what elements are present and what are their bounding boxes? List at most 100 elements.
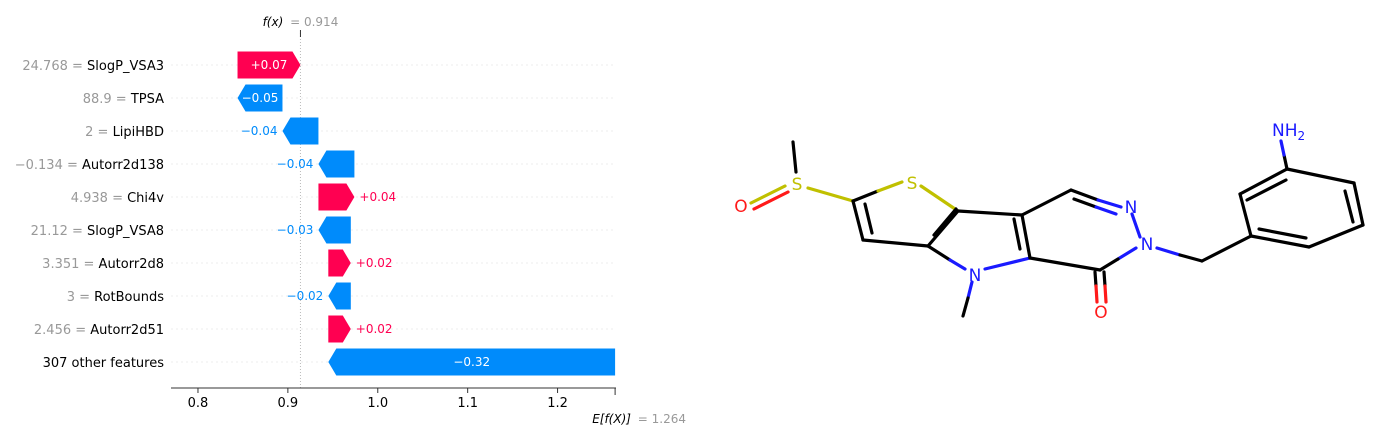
feature-value: 2.456 = <box>34 323 90 338</box>
atom-nitrogen: N <box>1141 235 1154 255</box>
fx-annotation: f(x) = 0.914 <box>263 15 339 29</box>
expected-value: 1.264 <box>652 412 686 426</box>
bond <box>1093 270 1098 288</box>
bars: +0.07 −0.05 −0.04 −0.04 +0.04 −0.03 +0.02 −0.02… <box>237 51 616 376</box>
bond <box>1130 212 1142 239</box>
bond <box>1245 178 1288 202</box>
feature-name: Autorr2d138 <box>82 158 164 173</box>
feature-value: 3.351 = <box>42 257 98 272</box>
fx-label: f(x) <box>263 15 284 29</box>
fx-value: 0.914 <box>304 15 338 29</box>
bond <box>863 202 874 235</box>
feature-name: TPSA <box>130 92 164 107</box>
negative-shap-bar <box>282 117 319 145</box>
feature-value: 3 = <box>67 290 94 305</box>
feature-label: 4.938 = Chi4v <box>71 191 165 206</box>
grid-lines <box>171 64 616 363</box>
feature-name: SlogP_VSA3 <box>87 59 164 74</box>
bond <box>851 189 880 203</box>
bond <box>1103 284 1108 304</box>
bond <box>983 256 1032 271</box>
shap-value-label: −0.04 <box>277 157 314 171</box>
feature-label: 3 = RotBounds <box>67 290 165 305</box>
bond <box>1096 198 1123 209</box>
feature-name: Chi4v <box>127 191 164 206</box>
positive-shap-bar <box>328 249 351 277</box>
x-axis: 0.8 0.9 1.0 1.1 1.2 <box>171 387 616 411</box>
bond <box>1238 167 1289 196</box>
bond <box>1020 213 1032 260</box>
x-tick-label: 1.0 <box>367 396 388 411</box>
feature-label: −0.134 = Autorr2d138 <box>15 158 164 173</box>
feature-value: 4.938 = <box>71 191 127 206</box>
negative-shap-bar <box>318 150 355 178</box>
bond <box>876 180 904 193</box>
shap-value-label: −0.32 <box>453 355 490 369</box>
feature-name: RotBounds <box>94 290 164 305</box>
feature-value: −0.134 = <box>15 158 82 173</box>
bond <box>1238 192 1253 238</box>
atom-oxygen: O <box>1094 303 1107 323</box>
bond <box>1282 153 1289 171</box>
bond <box>1343 189 1355 224</box>
x-tick-label: 1.1 <box>457 396 478 411</box>
feature-name: 307 other features <box>43 356 165 371</box>
feature-value: 2 = <box>85 125 112 140</box>
x-tick-label: 0.8 <box>188 396 209 411</box>
bond <box>1012 217 1022 251</box>
negative-shap-bar <box>237 84 283 112</box>
shap-value-label: +0.02 <box>356 256 393 270</box>
feature-label: 3.351 = Autorr2d8 <box>42 257 164 272</box>
bond <box>1102 270 1107 288</box>
bond <box>1279 139 1286 157</box>
feature-value: 88.9 = <box>83 92 131 107</box>
bond <box>932 207 958 237</box>
feature-name: SlogP_VSA8 <box>87 224 164 239</box>
bond <box>1069 188 1100 202</box>
shap-value-label: −0.02 <box>287 289 324 303</box>
feature-label: 24.768 = SlogP_VSA3 <box>22 59 164 74</box>
feature-label: 2.456 = Autorr2d51 <box>34 323 164 338</box>
shap-value-label: +0.04 <box>359 190 396 204</box>
bond <box>791 140 798 174</box>
bond <box>1200 234 1253 263</box>
positive-shap-bar <box>328 315 351 343</box>
bond <box>1307 223 1365 249</box>
feature-value: 24.768 = <box>22 59 87 74</box>
atom-sulfur: S <box>907 174 918 194</box>
bond <box>1116 246 1138 261</box>
negative-shap-bar <box>328 348 616 376</box>
bond <box>1285 167 1356 185</box>
feature-label: 2 = LipiHBD <box>85 125 164 140</box>
shap-value-label: +0.07 <box>251 58 288 72</box>
expected-value-annotation: E[f(X)] = 1.264 <box>592 412 686 426</box>
row-labels: 24.768 = SlogP_VSA3 88.9 = TPSA 2 = LipiHB… <box>15 59 165 371</box>
feature-name: Autorr2d51 <box>90 323 164 338</box>
bond <box>1072 197 1098 209</box>
bond <box>752 190 790 211</box>
bond <box>749 184 787 205</box>
feature-label: 88.9 = TPSA <box>83 92 164 107</box>
negative-shap-bar <box>328 282 351 310</box>
feature-label: 21.12 = SlogP_VSA8 <box>31 224 164 239</box>
molecule-structure: O S S N N N O NH2 <box>734 121 1365 323</box>
expected-label: E[f(X)] <box>592 412 631 426</box>
shap-value-label: −0.03 <box>277 223 314 237</box>
atom-nitrogen: N <box>1125 198 1138 218</box>
shap-value-label: +0.02 <box>356 322 393 336</box>
bond <box>919 184 960 213</box>
fx-marker: f(x) = 0.914 <box>263 15 339 388</box>
positive-shap-bar <box>318 183 355 211</box>
bond <box>1155 246 1182 257</box>
bond <box>948 258 967 271</box>
negative-shap-bar <box>318 216 351 244</box>
shap-waterfall-chart: f(x) = 0.914 +0.07 −0.05 −0.04 −0.04 +0.04 −0… <box>15 15 686 426</box>
feature-label: 307 other features <box>43 356 165 371</box>
atom-oxygen: O <box>734 197 747 217</box>
positive-shap-bar <box>237 51 301 79</box>
shap-value-label: −0.04 <box>241 124 278 138</box>
bond <box>861 238 930 248</box>
bond <box>1028 256 1102 272</box>
bond <box>926 209 960 248</box>
x-tick-label: 1.2 <box>547 396 568 411</box>
